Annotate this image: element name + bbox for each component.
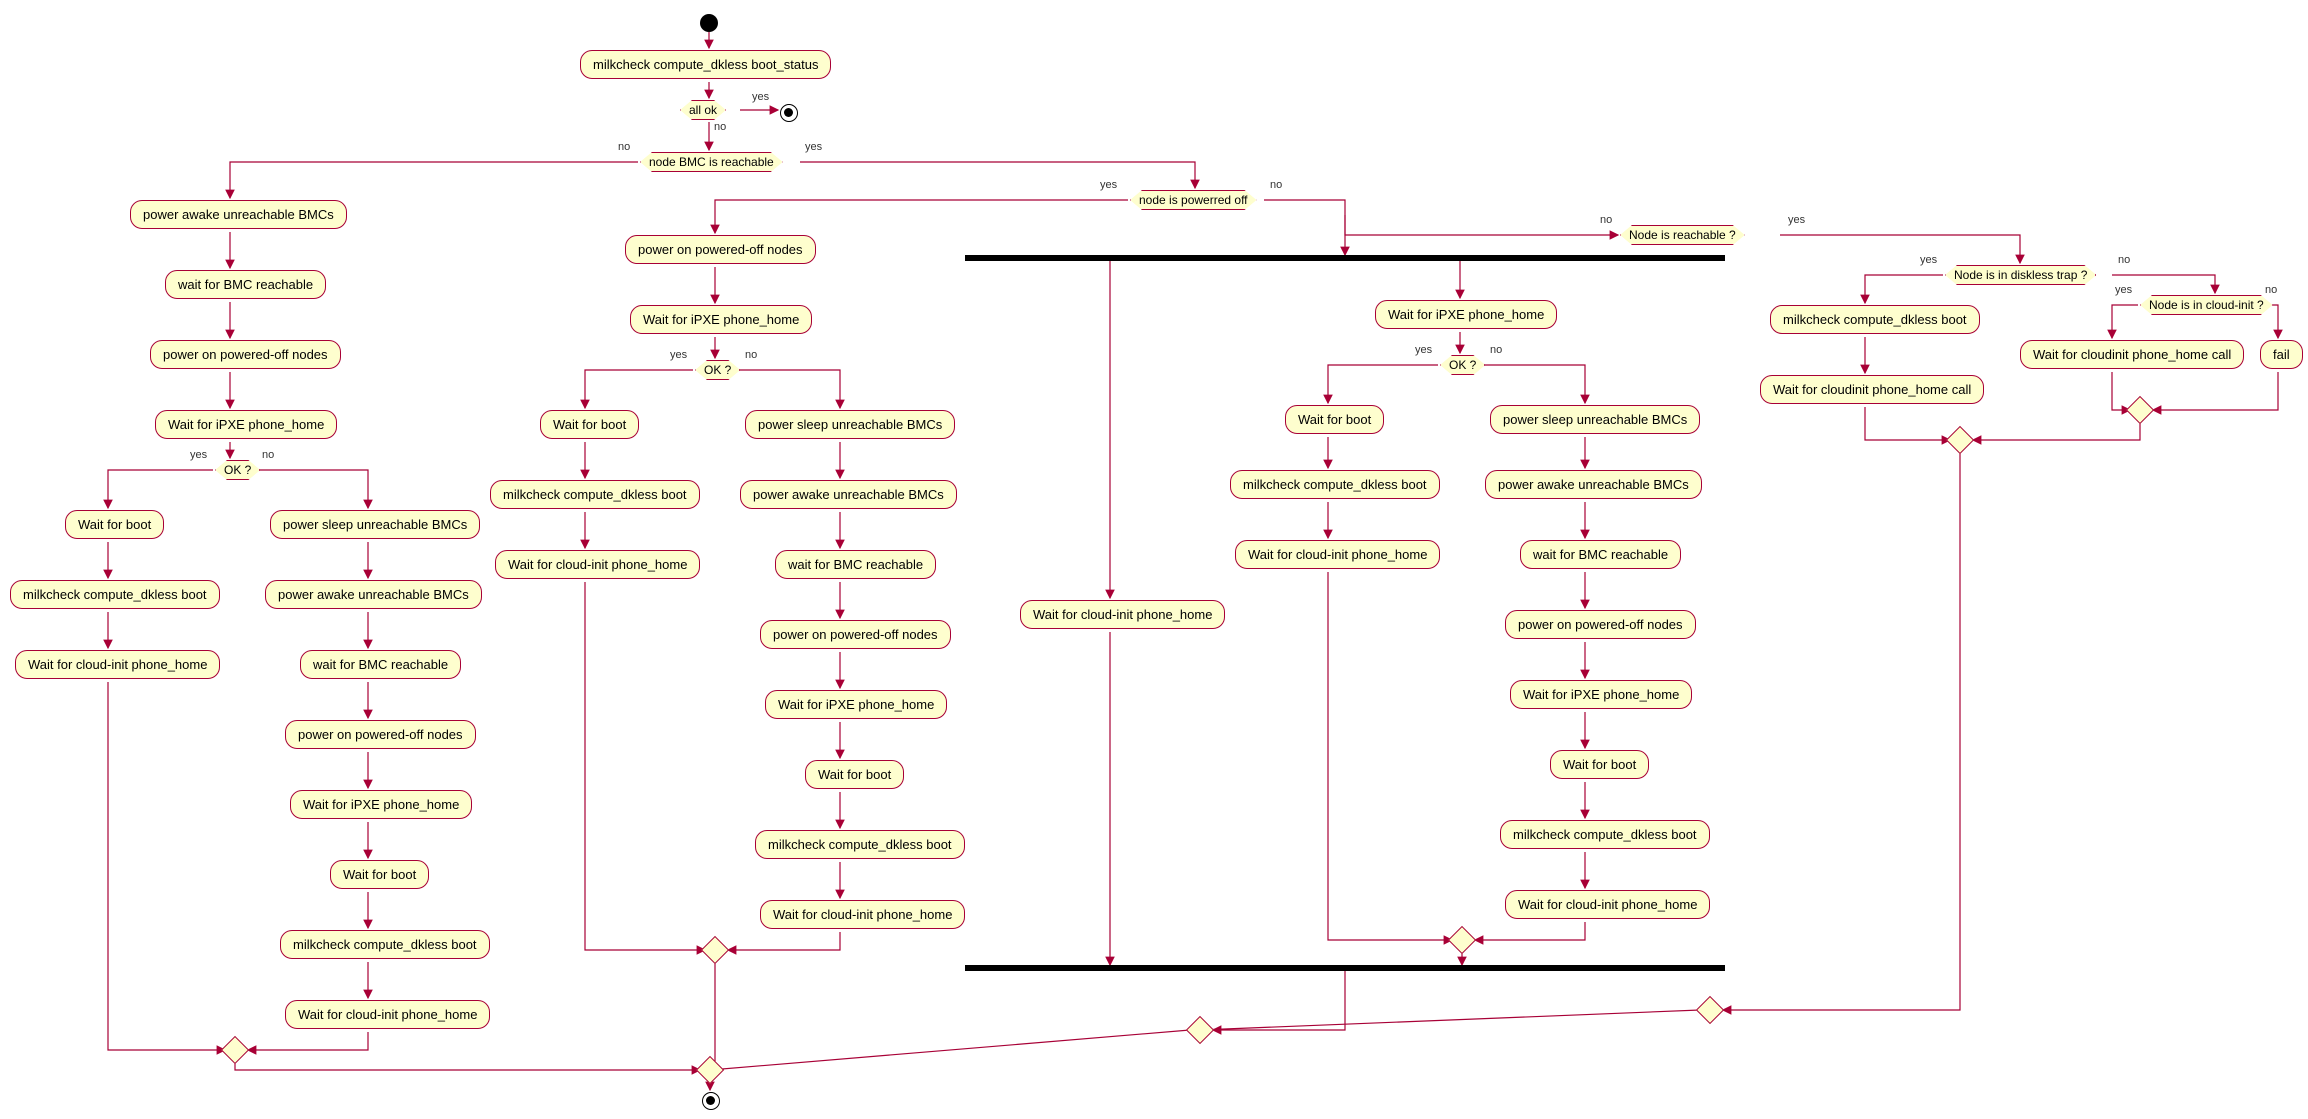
activity-c5: power sleep unreachable BMCs [1490,405,1700,434]
end-node [780,104,798,122]
start-node [700,14,718,32]
decision-d_reachable: Node is reachable ? [1620,225,1745,245]
fork-join1 [965,965,1725,971]
activity-b8: wait for BMC reachable [775,550,936,579]
activity-c11: milkcheck compute_dkless boot [1500,820,1710,849]
activity-a2: wait for BMC reachable [165,270,326,299]
activity-a6: milkcheck compute_dkless boot [10,580,220,609]
svg-text:yes: yes [1920,254,1938,266]
activity-c_wait: Wait for cloud-init phone_home [1020,600,1225,629]
activity-b7: power awake unreachable BMCs [740,480,957,509]
svg-text:no: no [2118,254,2130,266]
activity-r1: milkcheck compute_dkless boot [1770,305,1980,334]
decision-d_poweroff: node is powerred off [1130,190,1257,210]
svg-text:no: no [262,449,274,461]
activity-b2: Wait for iPXE phone_home [630,305,812,334]
activity-a8: power sleep unreachable BMCs [270,510,480,539]
activity-a4: Wait for iPXE phone_home [155,410,337,439]
svg-text:no: no [745,349,757,361]
activity-c3: milkcheck compute_dkless boot [1230,470,1440,499]
activity-a13: Wait for boot [330,860,429,889]
activity-b11: Wait for boot [805,760,904,789]
activity-a1: power awake unreachable BMCs [130,200,347,229]
activity-c12: Wait for cloud-init phone_home [1505,890,1710,919]
activity-b9: power on powered-off nodes [760,620,951,649]
activity-b6: power sleep unreachable BMCs [745,410,955,439]
svg-text:no: no [2265,284,2277,296]
decision-d_cloudinit: Node is in cloud-init ? [2140,295,2273,315]
svg-text:no: no [1600,214,1612,226]
activity-c2: Wait for boot [1285,405,1384,434]
decision-d_bmc: node BMC is reachable [640,152,783,172]
activity-b5: Wait for cloud-init phone_home [495,550,700,579]
activity-a12: Wait for iPXE phone_home [290,790,472,819]
activity-b10: Wait for iPXE phone_home [765,690,947,719]
svg-text:yes: yes [2115,284,2133,296]
activity-r2: Wait for cloudinit phone_home call [1760,375,1984,404]
svg-text:no: no [714,121,726,133]
svg-text:yes: yes [752,91,770,103]
activity-c6: power awake unreachable BMCs [1485,470,1702,499]
activity-c9: Wait for iPXE phone_home [1510,680,1692,709]
svg-text:no: no [1270,179,1282,191]
svg-text:yes: yes [1788,214,1806,226]
activity-c7: wait for BMC reachable [1520,540,1681,569]
activity-a7: Wait for cloud-init phone_home [15,650,220,679]
svg-text:yes: yes [190,449,208,461]
activity-b13: Wait for cloud-init phone_home [760,900,965,929]
activity-b4: milkcheck compute_dkless boot [490,480,700,509]
activity-c8: power on powered-off nodes [1505,610,1696,639]
activity-a3: power on powered-off nodes [150,340,341,369]
activity-c10: Wait for boot [1550,750,1649,779]
activity-n_status: milkcheck compute_dkless boot_status [580,50,831,79]
activity-b12: milkcheck compute_dkless boot [755,830,965,859]
end-node [702,1092,720,1110]
svg-text:yes: yes [1100,179,1118,191]
svg-text:no: no [1490,344,1502,356]
activity-a5: Wait for boot [65,510,164,539]
activity-r4: fail [2260,340,2303,369]
activity-c1: Wait for iPXE phone_home [1375,300,1557,329]
svg-text:yes: yes [670,349,688,361]
activity-a10: wait for BMC reachable [300,650,461,679]
activity-c4: Wait for cloud-init phone_home [1235,540,1440,569]
activity-b1: power on powered-off nodes [625,235,816,264]
fork-fork1 [965,255,1725,261]
svg-text:no: no [618,141,630,153]
activity-a14: milkcheck compute_dkless boot [280,930,490,959]
activity-b3: Wait for boot [540,410,639,439]
decision-d_diskless: Node is in diskless trap ? [1945,265,2096,285]
activity-a9: power awake unreachable BMCs [265,580,482,609]
activity-a11: power on powered-off nodes [285,720,476,749]
activity-r3: Wait for cloudinit phone_home call [2020,340,2244,369]
svg-text:yes: yes [805,141,823,153]
activity-a15: Wait for cloud-init phone_home [285,1000,490,1029]
svg-text:yes: yes [1415,344,1433,356]
